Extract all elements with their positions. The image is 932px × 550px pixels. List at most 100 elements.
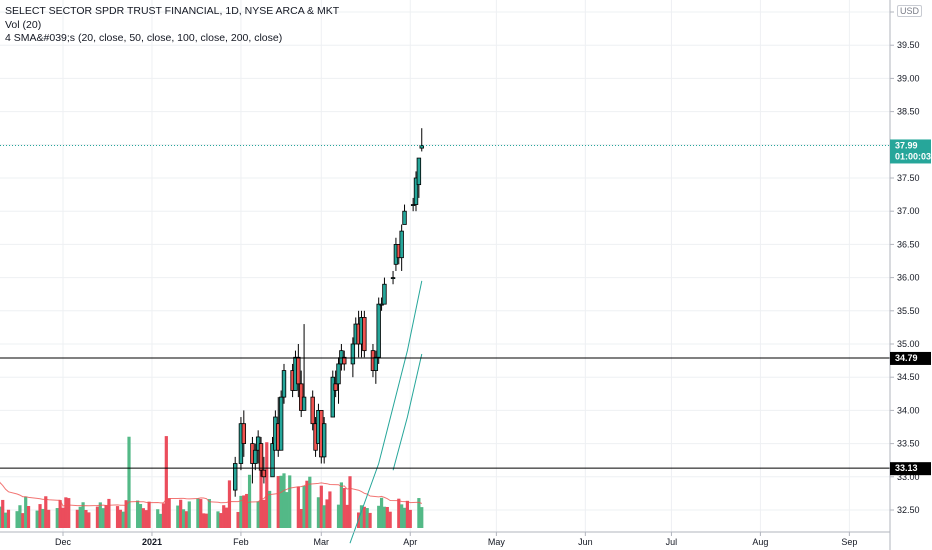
volume-bar [18,505,22,528]
candle-body [301,396,307,411]
volume-bar [247,474,252,528]
candle [362,310,367,358]
candle-body [342,356,347,365]
sma-20-line [392,353,423,471]
candle-body [278,396,284,451]
volume-bar [179,499,183,528]
volume-bar [118,509,122,528]
price-tick-label: 33.50 [897,439,920,449]
last-price-tag-bg [890,139,931,164]
candle [410,197,416,212]
candle [336,357,341,404]
candles [232,128,424,497]
candle [333,370,338,398]
candle-body [321,423,327,458]
volume-bar [379,497,384,528]
price-tick-label: 32.50 [897,505,920,515]
volume-bar [187,501,191,528]
time-tick-label: May [488,537,506,547]
candle [310,390,315,431]
volume-bar [161,503,166,528]
candle-body [281,370,287,398]
line-33-13-tag-bg [890,462,931,476]
price-tick-label: 37.50 [897,173,920,183]
price-tick-label: 39.00 [897,73,920,83]
volume-bar [87,512,91,528]
volume-bar [47,509,51,528]
price-tick-label: 33.00 [897,472,920,482]
volume-bar [408,509,412,528]
volume-bar [402,507,407,528]
legend: SELECT SECTOR SPDR TRUST FINANCIAL, 1D, … [5,5,339,46]
volume-bar [61,507,65,528]
volume-bar [104,505,108,528]
volume-bar [176,505,180,528]
volume-bar [239,495,243,528]
candle-body [410,204,416,206]
volume-bar [101,508,105,528]
volume-bar [242,495,246,528]
symbol-title[interactable]: SELECT SECTOR SPDR TRUST FINANCIAL, 1D, … [5,5,340,17]
volume-bar [400,504,404,528]
volume-bar [348,476,352,528]
horizontal-lines[interactable] [0,144,890,469]
volume-bar [202,513,206,528]
volume-bar [420,507,424,528]
volume-bar [368,512,372,528]
volume-bar [24,496,28,528]
candle [376,297,381,364]
volume-bar [121,511,125,528]
candle [301,324,307,411]
volume-bar [138,504,143,528]
candle-body [373,356,379,371]
candle [296,344,301,398]
volume-bar [167,498,171,528]
candle-body [253,449,258,464]
candle-body [333,383,338,391]
candle [373,350,379,384]
time-tick-label: Sep [841,537,857,547]
volume-bar [204,513,209,528]
candle-body [330,376,335,418]
time-tick-label: Feb [233,537,249,547]
volume-bar [362,506,366,528]
volume-bar [95,506,100,528]
last-price-tag-text: 01:00:03 [895,151,931,161]
volume-bar [365,508,369,528]
volume-bar [67,498,71,528]
candle-body [310,396,315,425]
candle [350,337,356,378]
volume-bar [236,511,240,528]
volume-bar [282,473,286,528]
volume-bar [322,505,326,528]
volume-bars [0,436,424,528]
sma-legend[interactable]: 4 SMA&#039;s (20, close, 50, close, 100,… [5,32,283,44]
currency-label[interactable]: USD [897,5,923,17]
volume-bar [336,504,341,528]
volume-ma-line [0,481,422,507]
volume-bar [35,510,39,528]
time-tick-label: Apr [403,537,417,547]
time-tick-label: Jul [666,537,678,547]
volume-legend[interactable]: Vol (20) [5,18,42,31]
volume-bar [207,499,211,528]
candle [379,297,384,311]
volume-bar [219,513,223,528]
volume-bar [417,498,421,528]
volume-bar [41,508,45,528]
line-34-79-tag-text: 34.79 [895,353,918,363]
volume-bar [98,502,102,528]
volume-bar [224,507,229,528]
volume-bar [325,499,329,528]
time-axis[interactable]: Dec 2021 Feb Mar Apr May Jun Jul Aug Sep [0,531,890,547]
volume-bar [388,511,392,528]
candle [241,410,247,457]
volume-bar [196,498,200,528]
volume-bar [115,506,120,528]
candle-body [419,145,424,149]
candle [399,224,404,271]
volume-bar [342,488,346,528]
